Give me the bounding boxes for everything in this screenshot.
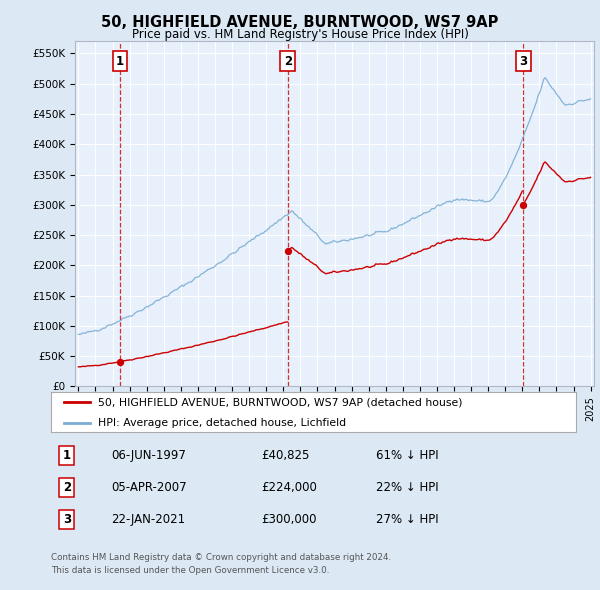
Text: 1: 1 bbox=[62, 449, 71, 462]
Point bbox=[518, 200, 528, 209]
Text: 22-JAN-2021: 22-JAN-2021 bbox=[112, 513, 185, 526]
Text: 05-APR-2007: 05-APR-2007 bbox=[112, 481, 187, 494]
Text: 1: 1 bbox=[116, 55, 124, 68]
Text: Price paid vs. HM Land Registry's House Price Index (HPI): Price paid vs. HM Land Registry's House … bbox=[131, 28, 469, 41]
Text: HPI: Average price, detached house, Lichfield: HPI: Average price, detached house, Lich… bbox=[98, 418, 346, 428]
Text: £300,000: £300,000 bbox=[261, 513, 317, 526]
Text: 27% ↓ HPI: 27% ↓ HPI bbox=[377, 513, 439, 526]
Text: 50, HIGHFIELD AVENUE, BURNTWOOD, WS7 9AP: 50, HIGHFIELD AVENUE, BURNTWOOD, WS7 9AP bbox=[101, 15, 499, 30]
Text: 2: 2 bbox=[62, 481, 71, 494]
Point bbox=[115, 357, 125, 366]
Text: 3: 3 bbox=[519, 55, 527, 68]
Text: 50, HIGHFIELD AVENUE, BURNTWOOD, WS7 9AP (detached house): 50, HIGHFIELD AVENUE, BURNTWOOD, WS7 9AP… bbox=[98, 397, 463, 407]
Text: 3: 3 bbox=[62, 513, 71, 526]
Text: Contains HM Land Registry data © Crown copyright and database right 2024.: Contains HM Land Registry data © Crown c… bbox=[51, 553, 391, 562]
Text: 06-JUN-1997: 06-JUN-1997 bbox=[112, 449, 186, 462]
Text: 61% ↓ HPI: 61% ↓ HPI bbox=[377, 449, 439, 462]
Point bbox=[283, 246, 293, 255]
Text: This data is licensed under the Open Government Licence v3.0.: This data is licensed under the Open Gov… bbox=[51, 566, 329, 575]
Text: £224,000: £224,000 bbox=[261, 481, 317, 494]
Text: £40,825: £40,825 bbox=[261, 449, 310, 462]
Text: 22% ↓ HPI: 22% ↓ HPI bbox=[377, 481, 439, 494]
Text: 2: 2 bbox=[284, 55, 292, 68]
